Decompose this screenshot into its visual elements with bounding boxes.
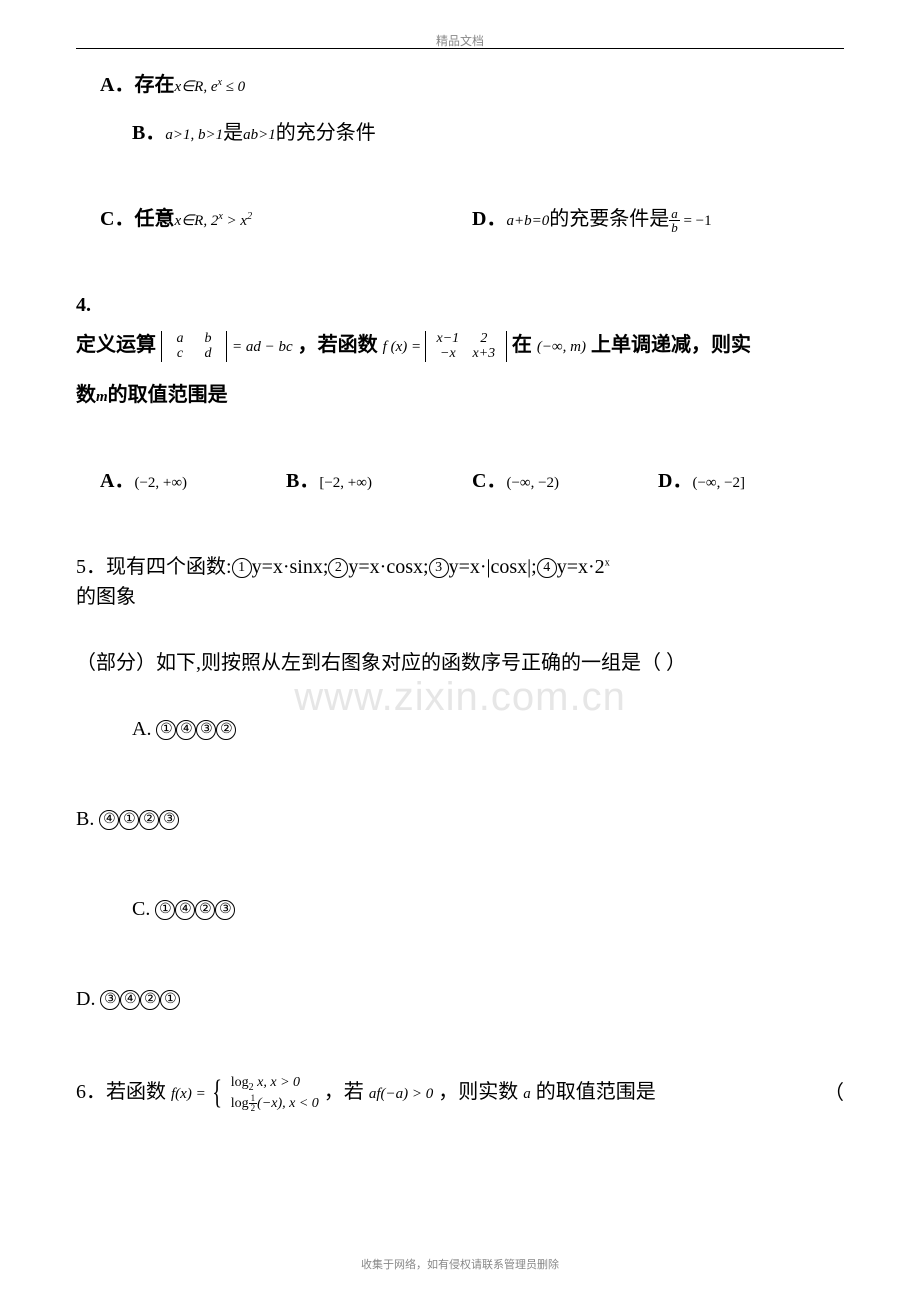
q5-options: A. ①④③② B. ④①②③ C. ①④②③ D. ③④②① — [76, 714, 844, 1074]
math: ab>1 — [243, 127, 276, 143]
q3-option-c: C．任意x∈R, 2x > x2 — [100, 204, 472, 234]
q4-number: 4. — [76, 290, 844, 320]
q6-stem: 6．若函数 f(x) = { log2 x, x > 0 log12(−x), … — [76, 1074, 844, 1113]
q4-stem-line1: 定义运算 ab cd = ad − bc ，若函数 f (x) = x−12 −… — [76, 330, 844, 362]
q5-option-c: C. ①④②③ — [132, 894, 516, 924]
header-rule — [76, 48, 844, 49]
q5-option-b: B. ④①②③ — [76, 804, 460, 834]
text: ，则实数 — [438, 1081, 518, 1103]
brace-icon: { — [213, 1076, 223, 1110]
math: (−∞, m) — [537, 339, 586, 355]
text: 的取值范围是 — [536, 1081, 656, 1103]
label: D． — [472, 208, 506, 230]
math: a>1, b>1 — [165, 127, 223, 143]
q4-option-a: A．(−2, +∞) — [100, 466, 286, 496]
page-header: 精品文档 — [0, 32, 920, 49]
math: f(x) = — [171, 1086, 209, 1102]
text: 是 — [223, 122, 243, 144]
content: A．存在x∈R, ex ≤ 0 B．a>1, b>1是ab>1的充分条件 C．任… — [76, 70, 844, 1113]
q5-line3: （部分）如下,则按照从左到右图象对应的函数序号正确的一组是（ ） — [76, 648, 844, 678]
q3-option-a: A．存在x∈R, ex ≤ 0 — [100, 70, 844, 100]
q4-option-d: D．(−∞, −2] — [658, 466, 844, 496]
fraction: ab — [669, 207, 680, 234]
text: 定义运算 — [76, 334, 156, 356]
label: C．任意 — [100, 208, 174, 230]
math: f (x) = — [383, 339, 425, 355]
text: 上单调递减，则实 — [591, 334, 751, 356]
text: ，若函数 — [298, 334, 378, 356]
math: af(−a) > 0 — [369, 1086, 433, 1102]
q5-line2: 的图象 — [76, 582, 844, 612]
paren-open: （ — [824, 1078, 844, 1108]
determinant-1: ab cd — [161, 331, 227, 362]
q3-option-d: D．a+b=0的充要条件是ab = −1 — [472, 204, 844, 234]
piecewise: log2 x, x > 0 log12(−x), x < 0 — [231, 1074, 319, 1113]
math: x∈R, ex ≤ 0 — [174, 79, 245, 95]
q4-stem-line2: 数m的取值范围是 — [76, 380, 844, 410]
q4-option-b: B．[−2, +∞) — [286, 466, 472, 496]
text: ，若 — [324, 1081, 364, 1103]
math: a — [523, 1086, 531, 1102]
q3-option-b: B．a>1, b>1是ab>1的充分条件 — [132, 118, 844, 148]
label: B． — [132, 122, 165, 144]
text: 在 — [512, 334, 532, 356]
math: a+b=0 — [506, 213, 549, 229]
q5-option-a: A. ①④③② — [132, 714, 516, 744]
label: A．存在 — [100, 74, 174, 96]
q5-line1: 5．现有四个函数:1y=x·sinx;2y=x·cosx;3y=x·|cosx|… — [76, 552, 844, 582]
q4-option-c: C．(−∞, −2) — [472, 466, 658, 496]
page-footer: 收集于网络，如有侵权请联系管理员删除 — [0, 1256, 920, 1272]
text: 6．若函数 — [76, 1081, 166, 1103]
q4-options: A．(−2, +∞) B．[−2, +∞) C．(−∞, −2) D．(−∞, … — [76, 466, 844, 496]
determinant-2: x−12 −xx+3 — [425, 331, 507, 362]
text: 的充分条件 — [276, 122, 376, 144]
q5-option-d: D. ③④②① — [76, 984, 460, 1014]
math: = ad − bc — [232, 339, 293, 355]
math: = −1 — [680, 213, 712, 229]
text: 的充要条件是 — [549, 208, 669, 230]
math: x∈R, 2x > x2 — [174, 213, 252, 229]
q3-options-cd: C．任意x∈R, 2x > x2 D．a+b=0的充要条件是ab = −1 — [76, 204, 844, 234]
